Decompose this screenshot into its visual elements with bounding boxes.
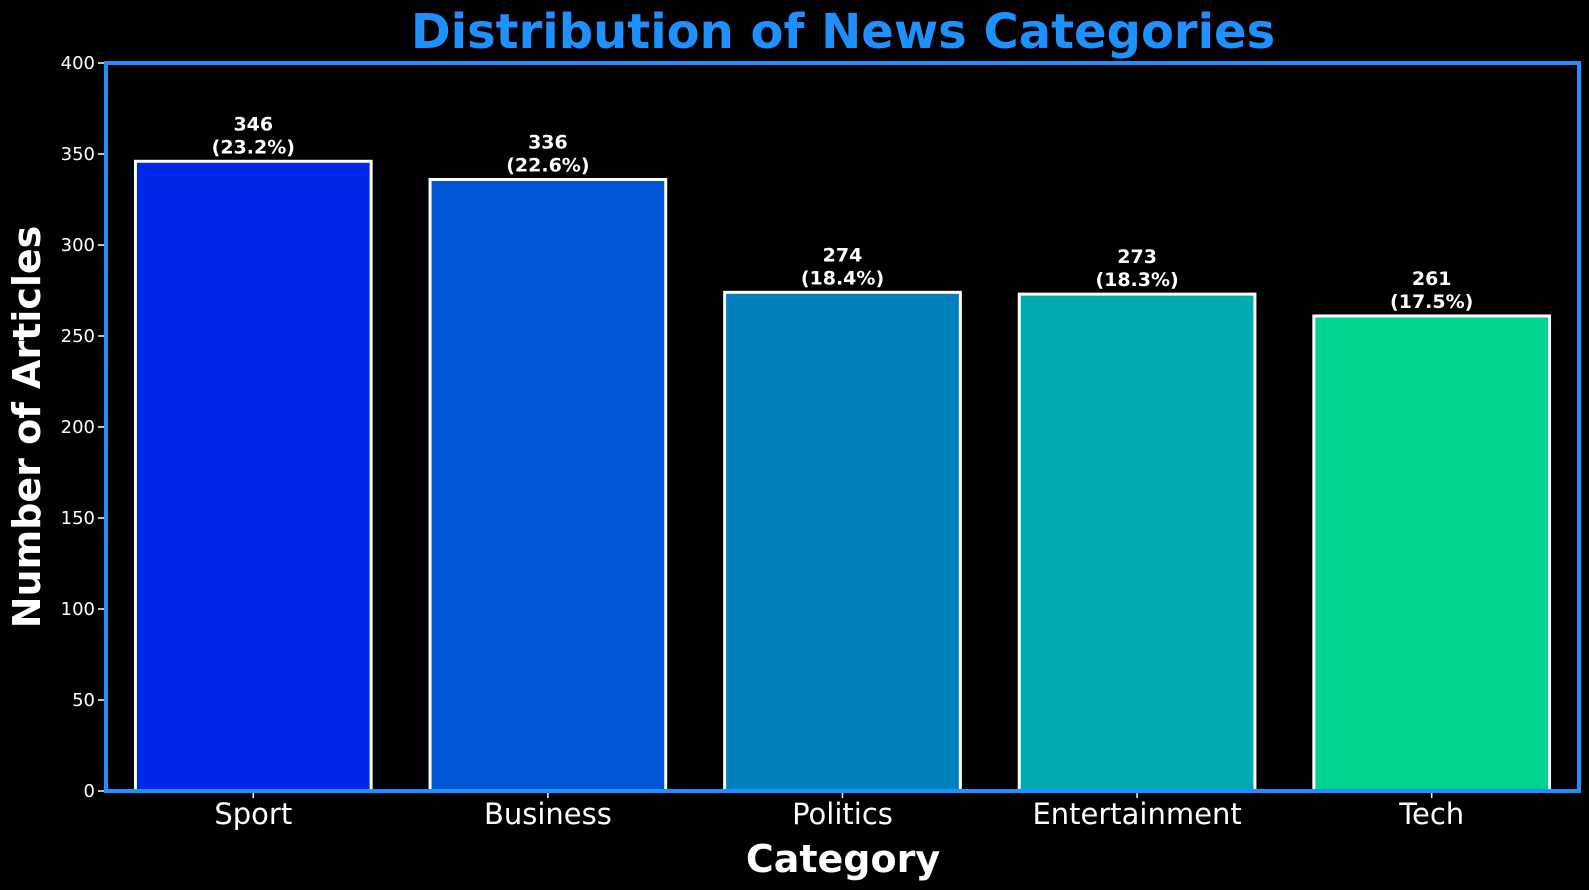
bar-percent-label: (23.2%) [212,136,295,158]
x-tick-label: Business [484,797,612,831]
bar-percent-label: (18.3%) [1095,269,1178,291]
bar-value-label: 346 [233,113,273,135]
y-tick-label: 400 [61,53,95,74]
bar-value-label: 274 [823,244,863,266]
x-tick-label: Entertainment [1032,797,1241,831]
bar-percent-label: (18.4%) [801,267,884,289]
y-axis-ticks: 0 50 100 150 200 250 300 350 400 [61,53,106,802]
y-tick-label: 0 [84,781,95,802]
x-axis-label: Category [746,837,941,881]
y-tick-label: 150 [61,508,95,529]
bar-percent-label: (22.6%) [506,154,589,176]
y-tick-label: 50 [72,690,95,711]
x-tick-label: Politics [792,797,893,831]
bar-politics [723,290,962,793]
bar-value-label: 336 [528,131,568,153]
bar-value-label: 273 [1117,246,1157,268]
x-tick-label: Sport [214,797,292,831]
bar-tech [1312,314,1552,793]
chart-title: Distribution of News Categories [411,4,1275,60]
plot-frame [104,61,1581,793]
y-tick-label: 300 [61,235,95,256]
bar-percent-label: (17.5%) [1390,291,1473,313]
bar-business [428,177,668,793]
y-tick-label: 100 [61,599,95,620]
y-tick-label: 200 [61,417,95,438]
bar-sport [133,159,373,793]
y-tick-label: 250 [61,326,95,347]
y-tick-label: 350 [61,144,95,165]
y-axis-label: Number of Articles [5,226,49,629]
bar-value-label: 261 [1412,268,1452,290]
bars-group: 346(23.2%) 336(22.6%) 274(18.4%) 273(18.3%)… [133,113,1552,793]
x-axis-ticks: Sport Business Politics Entertainment Tech [214,791,1464,831]
bar-entertainment [1017,292,1257,793]
x-tick-label: Tech [1398,797,1464,831]
